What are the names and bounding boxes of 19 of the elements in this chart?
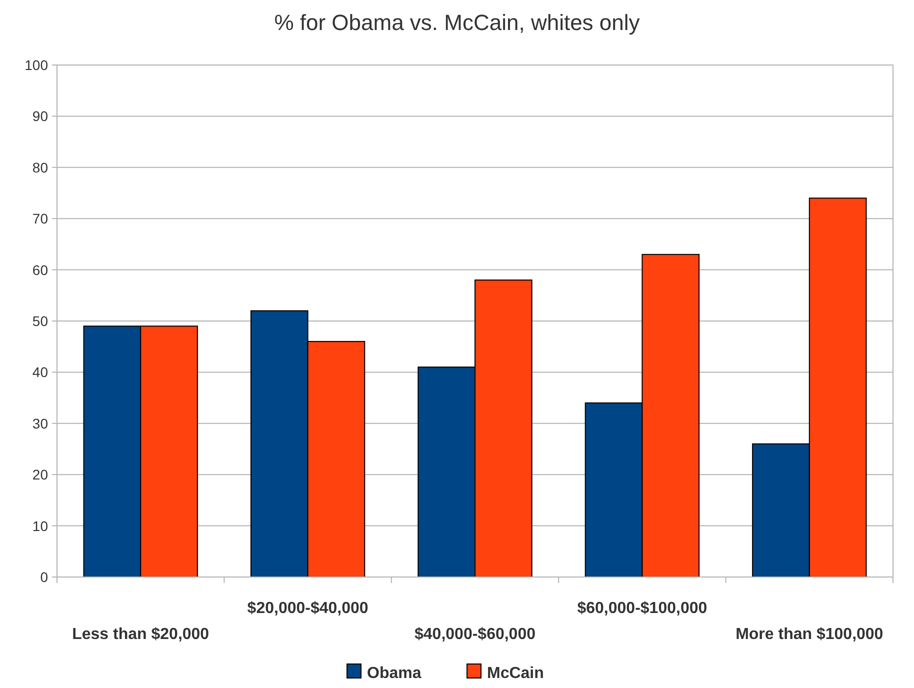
legend-label: Obama <box>367 665 422 682</box>
y-tick-label: 30 <box>32 415 48 432</box>
y-tick-label: 50 <box>32 313 48 329</box>
x-tick-label: $40,000-$60,000 <box>414 626 536 643</box>
y-tick-label: 40 <box>32 364 48 380</box>
x-tick-label: $60,000-$100,000 <box>577 600 708 617</box>
y-tick-label: 0 <box>40 569 48 585</box>
chart-title: % for Obama vs. McCain, whites only <box>274 10 640 35</box>
y-tick-label: 80 <box>32 159 48 176</box>
y-tick-label: 10 <box>32 518 48 534</box>
y-tick-label: 20 <box>32 466 48 483</box>
legend-label: McCain <box>487 665 544 682</box>
x-tick-label: $20,000-$40,000 <box>247 600 368 617</box>
y-tick-label: 60 <box>32 262 48 278</box>
y-tick-label: 70 <box>32 210 48 227</box>
x-tick-label: More than $100,000 <box>736 626 884 643</box>
x-tick-label: Less than $20,000 <box>72 626 210 643</box>
y-tick-label: 90 <box>32 108 48 124</box>
y-tick-label: 100 <box>24 57 48 73</box>
